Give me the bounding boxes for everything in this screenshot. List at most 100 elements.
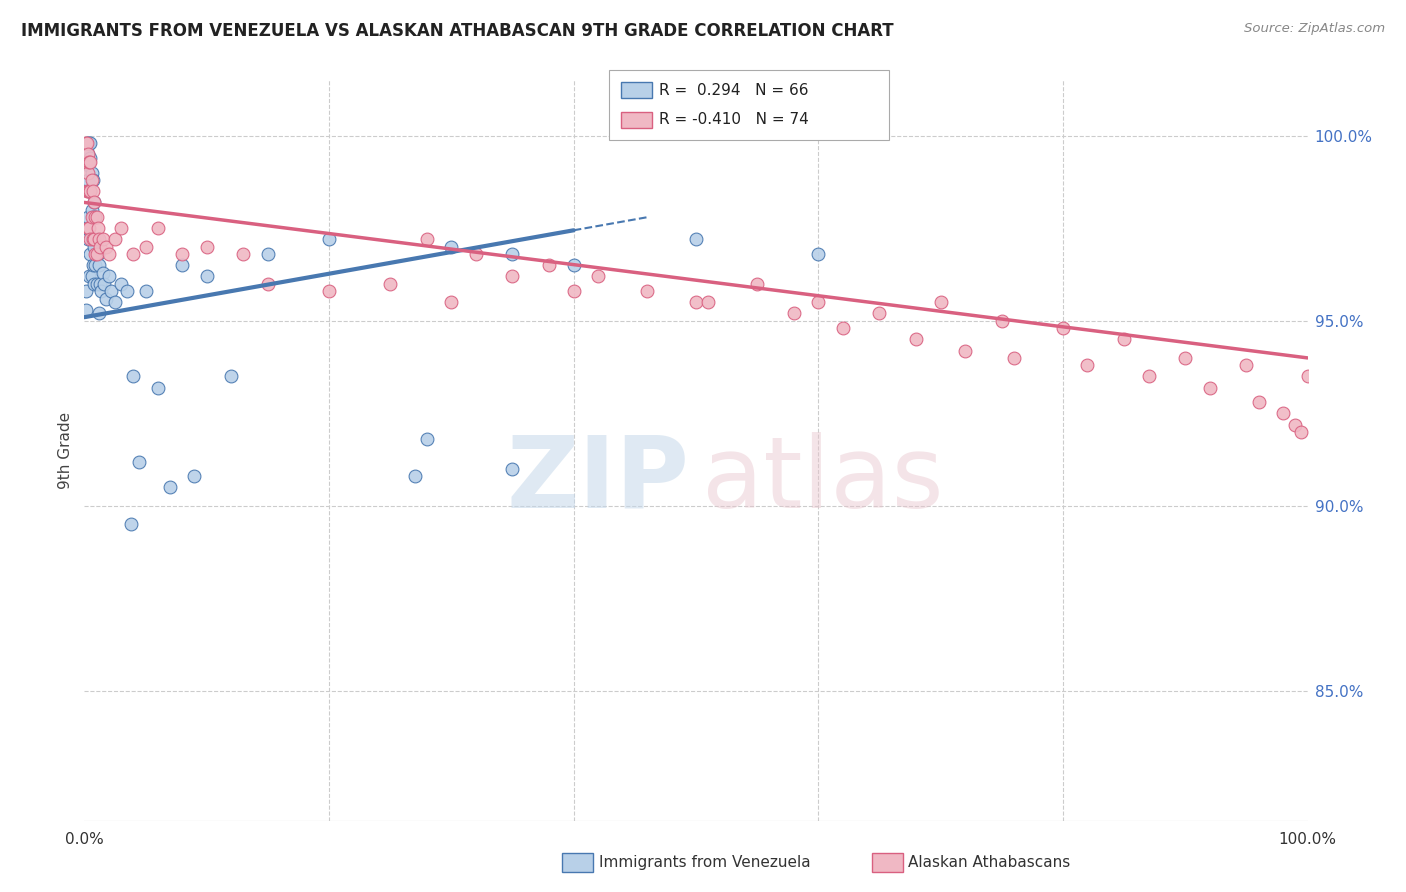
Point: [195, 269, 218, 284]
Text: IMMIGRANTS FROM VENEZUELA VS ALASKAN ATHABASCAN 9TH GRADE CORRELATION CHART: IMMIGRANTS FROM VENEZUELA VS ALASKAN ATH…: [21, 22, 894, 40]
Point: [1247, 395, 1270, 409]
Text: Source: ZipAtlas.com: Source: ZipAtlas.com: [1244, 22, 1385, 36]
Point: [1236, 359, 1258, 373]
Point: [104, 232, 127, 246]
Point: [77, 184, 100, 198]
Point: [807, 295, 830, 310]
Point: [76, 136, 98, 151]
Point: [77, 166, 100, 180]
Point: [82, 211, 104, 225]
Point: [91, 266, 114, 280]
Point: [831, 321, 853, 335]
Point: [146, 380, 169, 394]
Point: [1291, 425, 1313, 439]
Point: [76, 184, 98, 198]
Point: [83, 277, 105, 291]
Point: [79, 247, 101, 261]
Point: [122, 247, 145, 261]
Point: [86, 277, 108, 291]
Point: [183, 469, 205, 483]
Point: [93, 277, 115, 291]
Point: [172, 258, 194, 272]
Point: [1198, 380, 1220, 394]
Point: [219, 369, 242, 384]
Point: [80, 173, 103, 187]
Point: [87, 306, 110, 320]
Point: [440, 295, 463, 310]
Point: [83, 232, 105, 246]
Point: [79, 136, 101, 151]
Point: [84, 258, 107, 272]
Text: atlas: atlas: [702, 432, 943, 529]
Point: [97, 269, 120, 284]
Point: [75, 285, 97, 299]
Point: [869, 306, 891, 320]
Y-axis label: 9th Grade: 9th Grade: [58, 412, 73, 489]
Point: [502, 247, 524, 261]
Point: [86, 211, 108, 225]
Point: [685, 295, 707, 310]
Point: [195, 240, 218, 254]
Point: [77, 211, 100, 225]
Point: [120, 517, 142, 532]
Point: [562, 258, 585, 272]
Point: [257, 247, 280, 261]
Point: [122, 369, 145, 384]
Point: [1284, 417, 1306, 432]
Text: R = -0.410   N = 74: R = -0.410 N = 74: [659, 112, 810, 127]
Point: [747, 277, 769, 291]
Point: [82, 258, 104, 272]
Point: [97, 247, 120, 261]
Point: [905, 332, 928, 346]
Point: [91, 232, 114, 246]
Point: [77, 147, 100, 161]
Point: [1076, 359, 1098, 373]
Point: [77, 184, 100, 198]
Point: [586, 269, 609, 284]
Point: [80, 202, 103, 217]
Point: [87, 232, 110, 246]
Point: [89, 277, 111, 291]
Point: [79, 184, 101, 198]
Point: [318, 285, 340, 299]
Point: [1114, 332, 1136, 346]
Point: [86, 247, 108, 261]
Point: [416, 232, 439, 246]
Point: [135, 285, 157, 299]
Point: [87, 221, 110, 235]
Point: [77, 154, 100, 169]
Point: [79, 151, 101, 165]
Point: [636, 285, 658, 299]
Point: [82, 173, 104, 187]
Point: [80, 166, 103, 180]
Point: [538, 258, 561, 272]
Point: [1052, 321, 1074, 335]
Point: [172, 247, 194, 261]
Point: [87, 258, 110, 272]
Point: [697, 295, 720, 310]
Point: [80, 269, 103, 284]
Point: [90, 285, 112, 299]
Point: [79, 232, 101, 246]
Point: [75, 136, 97, 151]
Point: [991, 314, 1014, 328]
Point: [1002, 351, 1025, 365]
Point: [89, 240, 111, 254]
Point: [562, 285, 585, 299]
Point: [77, 136, 100, 151]
Point: [76, 154, 98, 169]
Point: [404, 469, 426, 483]
Point: [80, 211, 103, 225]
Point: [128, 454, 150, 468]
Point: [76, 140, 98, 154]
Point: [257, 277, 280, 291]
Point: [110, 277, 132, 291]
Point: [502, 462, 524, 476]
Point: [77, 158, 100, 172]
Point: [79, 184, 101, 198]
Text: ZIP: ZIP: [508, 432, 690, 529]
Point: [318, 232, 340, 246]
Point: [77, 136, 100, 151]
Point: [115, 285, 138, 299]
Point: [380, 277, 402, 291]
